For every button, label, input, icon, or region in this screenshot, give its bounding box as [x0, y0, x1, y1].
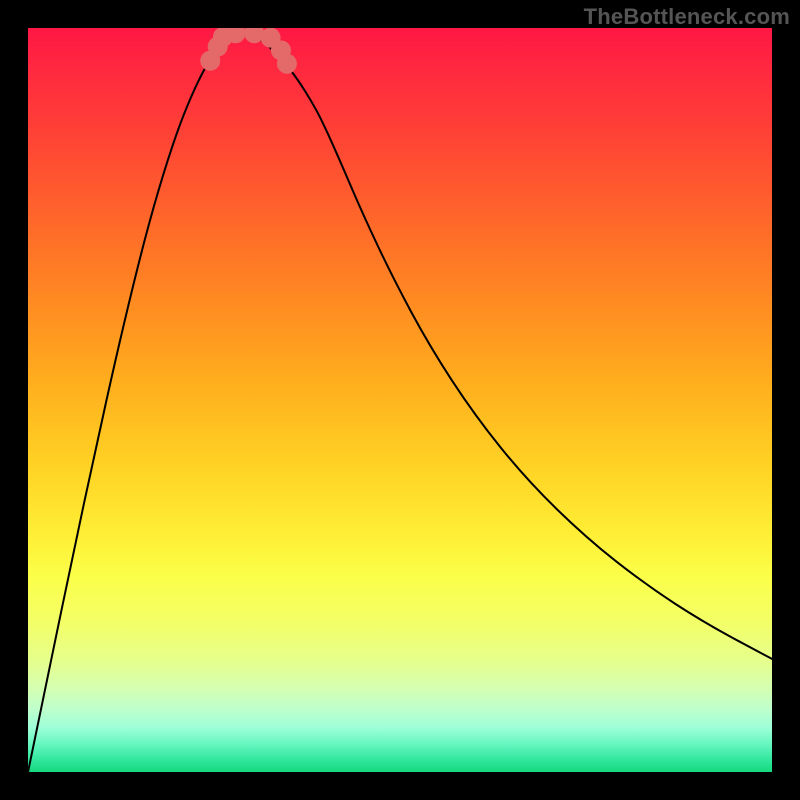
watermark-text: TheBottleneck.com — [584, 4, 790, 30]
gradient-background — [28, 28, 772, 772]
chart-plot — [28, 28, 772, 772]
marker-dot — [277, 54, 297, 74]
chart-frame: TheBottleneck.com — [0, 0, 800, 800]
